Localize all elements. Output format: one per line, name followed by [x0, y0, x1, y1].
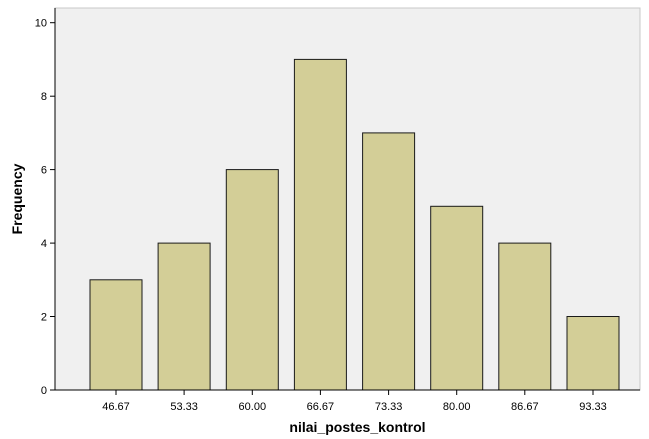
bar-60.00: [225, 169, 279, 391]
y-tick-label: 2: [41, 312, 47, 324]
y-tick-label: 0: [41, 385, 47, 397]
plot-area: [54, 7, 641, 391]
y-tick-label: 6: [41, 165, 47, 177]
x-tick-label: 80.00: [443, 401, 471, 413]
bar-93.33: [566, 316, 620, 391]
x-axis-title: nilai_postes_kontrol: [289, 419, 425, 435]
y-tick-label: 4: [41, 238, 47, 250]
x-tick-label: 46.67: [102, 401, 130, 413]
bar-66.67: [293, 58, 347, 391]
x-axis: 46.67 53.33 60.00 66.67 73.33 80.00 86.67 93.33: [55, 389, 640, 413]
x-tick-label: 53.33: [170, 401, 198, 413]
x-tick-label: 93.33: [579, 401, 607, 413]
y-axis: 0 2 4 6 8 10: [35, 8, 56, 397]
y-tick-label: 10: [35, 18, 47, 30]
x-tick-label: 66.67: [307, 401, 335, 413]
bar-46.67: [89, 279, 143, 391]
y-axis-title: Frequency: [9, 163, 25, 234]
x-tick-label: 73.33: [375, 401, 403, 413]
x-tick-label: 86.67: [511, 401, 539, 413]
bar-80.00: [430, 205, 484, 391]
bar-73.33: [362, 132, 416, 391]
y-tick-label: 8: [41, 91, 47, 103]
bar-53.33: [157, 242, 211, 391]
x-tick-label: 60.00: [239, 401, 267, 413]
bars-group: [89, 58, 620, 391]
bar-86.67: [498, 242, 552, 391]
